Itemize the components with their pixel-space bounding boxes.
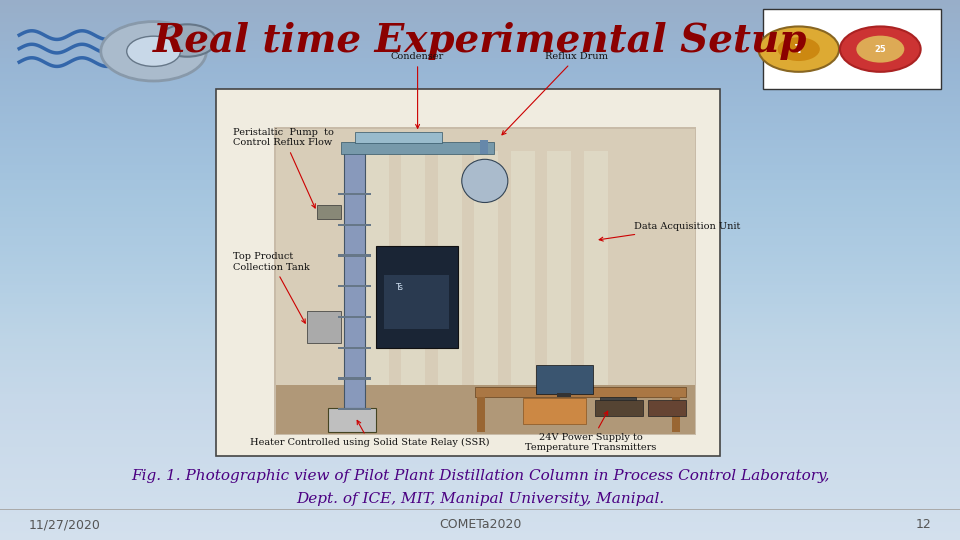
Ellipse shape bbox=[462, 159, 508, 202]
Bar bbox=[338, 347, 371, 349]
Circle shape bbox=[158, 24, 216, 57]
Bar bbox=[536, 364, 593, 394]
Text: COMETa2020: COMETa2020 bbox=[439, 518, 521, 531]
Text: Heater Controlled using Solid State Relay (SSR): Heater Controlled using Solid State Rela… bbox=[250, 421, 490, 447]
Bar bbox=[547, 151, 571, 421]
Bar bbox=[595, 400, 643, 416]
Text: Fig. 1. Photographic view of Pilot Plant Distillation Column in Process Control : Fig. 1. Photographic view of Pilot Plant… bbox=[131, 469, 829, 483]
Bar bbox=[477, 397, 485, 432]
Text: 25: 25 bbox=[875, 45, 886, 53]
Circle shape bbox=[758, 26, 839, 72]
Bar bbox=[338, 254, 371, 256]
Bar bbox=[600, 397, 636, 410]
Bar bbox=[276, 129, 695, 434]
Bar bbox=[384, 275, 449, 329]
Circle shape bbox=[778, 37, 820, 61]
Bar bbox=[648, 400, 686, 416]
Bar bbox=[480, 140, 488, 154]
Text: Dept. of ICE, MIT, Manipal University, Manipal.: Dept. of ICE, MIT, Manipal University, M… bbox=[296, 492, 664, 507]
Circle shape bbox=[127, 36, 180, 66]
Bar bbox=[0, 509, 960, 510]
Bar bbox=[338, 224, 371, 226]
Text: Reflux Drum: Reflux Drum bbox=[502, 52, 609, 135]
Text: Real time Experimental Setup: Real time Experimental Setup bbox=[153, 22, 807, 59]
Bar bbox=[276, 385, 695, 434]
Text: Top Product
Collection Tank: Top Product Collection Tank bbox=[233, 252, 310, 323]
Bar bbox=[376, 246, 458, 348]
Bar bbox=[401, 151, 425, 421]
Text: 11/27/2020: 11/27/2020 bbox=[29, 518, 101, 531]
Circle shape bbox=[840, 26, 921, 72]
Bar bbox=[338, 193, 371, 195]
Bar bbox=[474, 151, 498, 421]
Bar bbox=[274, 127, 696, 435]
Bar bbox=[672, 397, 680, 432]
Bar bbox=[338, 316, 371, 318]
Bar bbox=[365, 151, 389, 421]
Bar bbox=[328, 408, 376, 432]
Text: 12: 12 bbox=[916, 518, 931, 531]
Bar bbox=[475, 387, 686, 397]
Bar bbox=[338, 377, 371, 380]
Bar bbox=[307, 310, 341, 343]
Text: Ts: Ts bbox=[396, 283, 403, 292]
Text: 24V Power Supply to
Temperature Transmitters: 24V Power Supply to Temperature Transmit… bbox=[525, 411, 656, 453]
Bar bbox=[511, 151, 535, 421]
Circle shape bbox=[101, 22, 206, 81]
Bar bbox=[438, 151, 462, 421]
Bar bbox=[763, 9, 941, 89]
Text: Peristaltic  Pump  to
Control Reflux Flow: Peristaltic Pump to Control Reflux Flow bbox=[233, 128, 334, 208]
Text: Condenser: Condenser bbox=[391, 52, 444, 129]
Text: T: T bbox=[795, 43, 803, 56]
Bar bbox=[557, 393, 571, 397]
Text: Data Acquisition Unit: Data Acquisition Unit bbox=[599, 222, 740, 241]
Bar bbox=[584, 151, 608, 421]
Circle shape bbox=[856, 36, 904, 63]
Bar bbox=[344, 143, 365, 421]
Bar bbox=[355, 132, 442, 143]
Bar bbox=[216, 89, 720, 456]
Bar bbox=[338, 285, 371, 287]
Bar bbox=[523, 398, 586, 424]
Bar bbox=[338, 408, 371, 410]
Bar bbox=[317, 205, 341, 219]
Bar bbox=[341, 142, 494, 154]
